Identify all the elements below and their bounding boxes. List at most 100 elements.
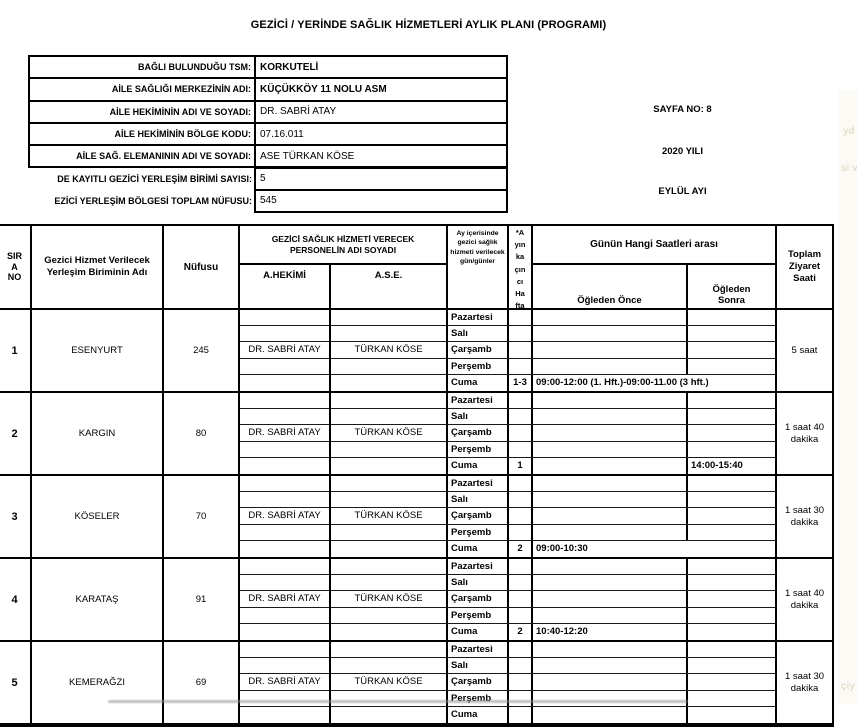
monthly-plan-table: SIR A NO Gezici Hizmet Verilecek Yerleşi… <box>0 224 834 727</box>
ogleden-sonra-cell <box>688 575 777 591</box>
ogleden-once-cell <box>533 524 688 540</box>
ase-subrow <box>331 458 446 474</box>
ogleden-once-cell <box>533 607 688 623</box>
day-row: Salı <box>448 575 777 592</box>
day-row: Pazartesi <box>448 642 777 659</box>
hafta-cell <box>509 326 533 342</box>
info-label: AİLE HEKİMİNİN ADI VE SOYADI: <box>28 99 256 124</box>
toplam-ziyaret-cell: 5 saat <box>791 344 818 356</box>
hekim-subrow <box>240 359 329 375</box>
hafta-cell <box>509 358 533 374</box>
hekim-subrow <box>240 541 329 557</box>
day-cell: Pazartesi <box>448 559 509 575</box>
day-cell: Cuma <box>448 540 509 557</box>
ase-subrow <box>331 393 446 410</box>
hafta-cell: 2 <box>509 540 533 557</box>
ase-subrow <box>331 707 446 723</box>
hafta-cell <box>509 441 533 457</box>
ase-subrow <box>331 326 446 343</box>
hafta-cell <box>509 658 533 674</box>
yerlesim-name-cell: KARATAŞ <box>32 559 164 640</box>
day-row: Salı <box>448 658 777 675</box>
day-cell: Salı <box>448 326 509 342</box>
hekim-subrow <box>240 476 329 493</box>
ogleden-once-cell <box>533 674 688 690</box>
table-row-group: 5 KEMERAĞZI 69 DR. SABRİ ATAY TÜRKAN KÖSE Paz… <box>0 642 832 725</box>
ogleden-sonra-cell <box>688 642 777 658</box>
hafta-cell <box>509 575 533 591</box>
ogleden-sonra-cell: 14:00-15:40 <box>688 457 777 474</box>
ase-subrow <box>331 575 446 592</box>
day-row: Pazartesi <box>448 310 777 327</box>
ogleden-sonra-cell <box>688 591 777 607</box>
day-cell: Çarşamb <box>448 591 509 607</box>
hafta-cell <box>509 393 533 409</box>
hekim-subrow <box>240 492 329 509</box>
ghost-text-fragment: yd <box>843 126 855 137</box>
ase-column: TÜRKAN KÖSE <box>331 310 448 391</box>
table-row-group: 4 KARATAŞ 91 DR. SABRİ ATAY TÜRKAN KÖSE Pazar… <box>0 559 832 642</box>
nufus-cell: 69 <box>164 642 240 723</box>
ogleden-once-cell <box>533 326 688 342</box>
ogleden-once-cell <box>533 559 688 575</box>
day-cell: Salı <box>448 409 509 425</box>
info-label-clipped: DE KAYITLI GEZİCİ YERLEŞİM BİRİMİ SAYISI… <box>57 173 252 184</box>
hafta-cell <box>509 607 533 623</box>
ase-column: TÜRKAN KÖSE <box>331 393 448 474</box>
ogleden-sonra-cell <box>688 358 777 374</box>
ogleden-once-sonra-merged-cell: 09:00-10:30 <box>533 540 777 557</box>
hekim-subrow <box>240 442 329 458</box>
day-row: Cuma <box>448 706 777 723</box>
ogleden-once-cell <box>533 393 688 409</box>
day-cell: Salı <box>448 658 509 674</box>
col-header-nufusu: Nüfusu <box>164 226 240 308</box>
day-cell: Pazartesi <box>448 310 509 326</box>
col-header-ogleden-once: Öğleden Önce <box>533 265 688 308</box>
yerlesim-name-cell: KÖSELER <box>32 476 164 557</box>
scan-artifact-line <box>108 700 688 703</box>
day-row: Cuma 2 09:00-10:30 <box>448 540 777 557</box>
info-value: DR. SABRİ ATAY <box>254 99 508 124</box>
col-header-saat-group: Günün Hangi Saatleri arası <box>533 226 775 265</box>
hekim-column: DR. SABRİ ATAY <box>240 310 331 391</box>
col-header-gunler: Ay içerisinde gezici sağlık hizmeti veri… <box>448 226 509 308</box>
hekim-subrow <box>240 326 329 343</box>
hekim-name-cell: DR. SABRİ ATAY <box>240 591 329 608</box>
ogleden-once-cell <box>533 591 688 607</box>
hafta-cell <box>509 342 533 358</box>
hafta-cell <box>509 706 533 723</box>
table-body: 1 ESENYURT 245 DR. SABRİ ATAY TÜRKAN KÖSE Paz… <box>0 310 832 725</box>
ogleden-sonra-cell <box>688 409 777 425</box>
yerlesim-name-cell: KARGIN <box>32 393 164 474</box>
hekim-subrow <box>240 608 329 624</box>
info-label-clipped: EZİCİ YERLEŞİM BÖLGESİ TOPLAM NÜFUSU: <box>54 195 252 206</box>
hekim-subrow <box>240 575 329 592</box>
ase-column: TÜRKAN KÖSE <box>331 559 448 640</box>
ase-subrow <box>331 409 446 426</box>
ase-subrow <box>331 359 446 375</box>
ogleden-sonra-cell <box>688 492 777 508</box>
day-schedule-grid: Pazartesi Salı Çarşamb Perşemb Cuma <box>448 642 777 723</box>
ogleden-once-cell: 10:40-12:20 <box>533 623 688 640</box>
col-header-ase: A.S.E. <box>374 270 403 281</box>
day-row: Salı <box>448 492 777 509</box>
ogleden-sonra-cell <box>688 658 777 674</box>
info-label: AİLE SAĞ. ELEMANININ ADI VE SOYADI: <box>28 144 256 169</box>
day-row: Cuma 1-3 09:00-12:00 (1. Hft.)-09:00-11.00… <box>448 374 777 391</box>
hekim-name-cell: DR. SABRİ ATAY <box>240 425 329 442</box>
hafta-cell <box>509 425 533 441</box>
ogleden-once-cell <box>533 425 688 441</box>
page-edge-strip <box>838 90 857 704</box>
day-cell: Cuma <box>448 623 509 640</box>
day-schedule-grid: Pazartesi Salı Çarşamb Perşemb Cuma 1 14:00-15… <box>448 393 777 474</box>
day-cell: Çarşamb <box>448 508 509 524</box>
ase-column: TÜRKAN KÖSE <box>331 642 448 723</box>
day-row: Perşemb <box>448 524 777 541</box>
ase-subrow <box>331 642 446 659</box>
day-row: Çarşamb <box>448 508 777 525</box>
ase-column: TÜRKAN KÖSE <box>331 476 448 557</box>
hekim-subrow <box>240 658 329 675</box>
ase-name-cell: TÜRKAN KÖSE <box>331 508 446 525</box>
ogleden-sonra-cell <box>688 508 777 524</box>
document-page: { "title": "GEZİCİ / YERİNDE SAĞLIK HİZM… <box>0 19 857 727</box>
